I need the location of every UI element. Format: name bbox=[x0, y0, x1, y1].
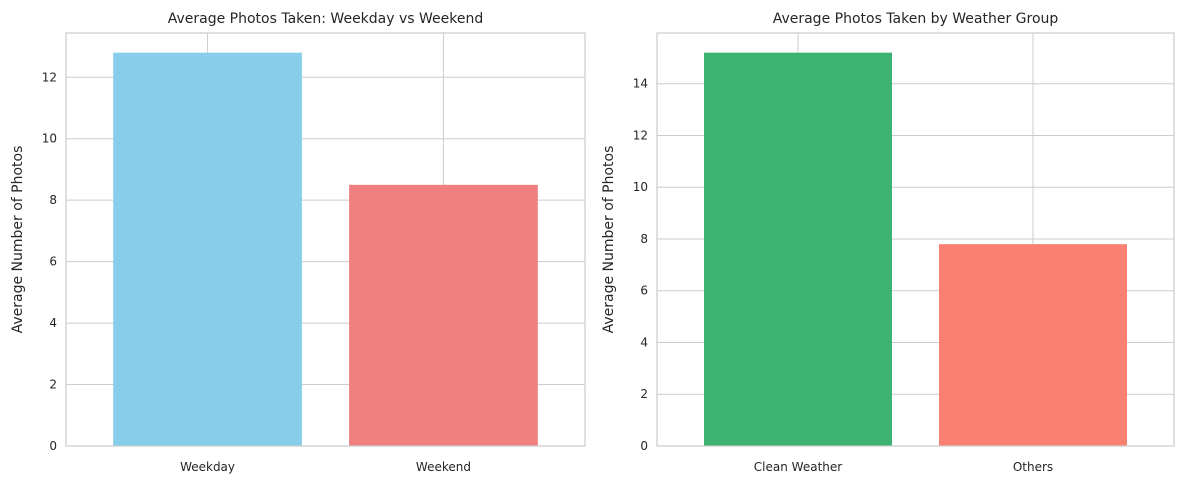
y-tick-label: 12 bbox=[42, 70, 57, 84]
x-tick-label: Clean Weather bbox=[754, 460, 842, 474]
y-tick-label: 6 bbox=[640, 284, 648, 298]
y-tick-label: 6 bbox=[49, 255, 57, 269]
y-axis-label: Average Number of Photos bbox=[10, 146, 26, 334]
chart-title: Average Photos Taken: Weekday vs Weekend bbox=[168, 11, 484, 27]
bar-weekday bbox=[113, 52, 302, 447]
y-tick-label: 2 bbox=[49, 378, 57, 392]
y-tick-label: 4 bbox=[640, 335, 648, 349]
x-tick-label: Others bbox=[1013, 460, 1053, 474]
y-axis-label: Average Number of Photos bbox=[601, 146, 617, 334]
y-tick-label: 10 bbox=[633, 180, 648, 194]
y-tick-label: 14 bbox=[633, 77, 648, 91]
y-tick-label: 2 bbox=[640, 387, 648, 401]
bar-others bbox=[939, 244, 1127, 446]
x-tick-label: Weekday bbox=[180, 460, 235, 474]
y-tick-label: 12 bbox=[633, 128, 648, 142]
y-tick-label: 10 bbox=[42, 132, 57, 146]
bar-weekend bbox=[349, 184, 538, 447]
chart-title: Average Photos Taken by Weather Group bbox=[773, 11, 1059, 27]
y-tick-label: 0 bbox=[640, 439, 648, 453]
bar-clean-weather bbox=[704, 52, 892, 447]
y-tick-label: 0 bbox=[49, 439, 57, 453]
y-tick-label: 8 bbox=[640, 232, 648, 246]
x-tick-label: Weekend bbox=[416, 460, 471, 474]
y-tick-label: 4 bbox=[49, 316, 57, 330]
y-tick-label: 8 bbox=[49, 193, 57, 207]
plot-frame bbox=[65, 32, 586, 447]
plot-frame bbox=[656, 32, 1175, 447]
